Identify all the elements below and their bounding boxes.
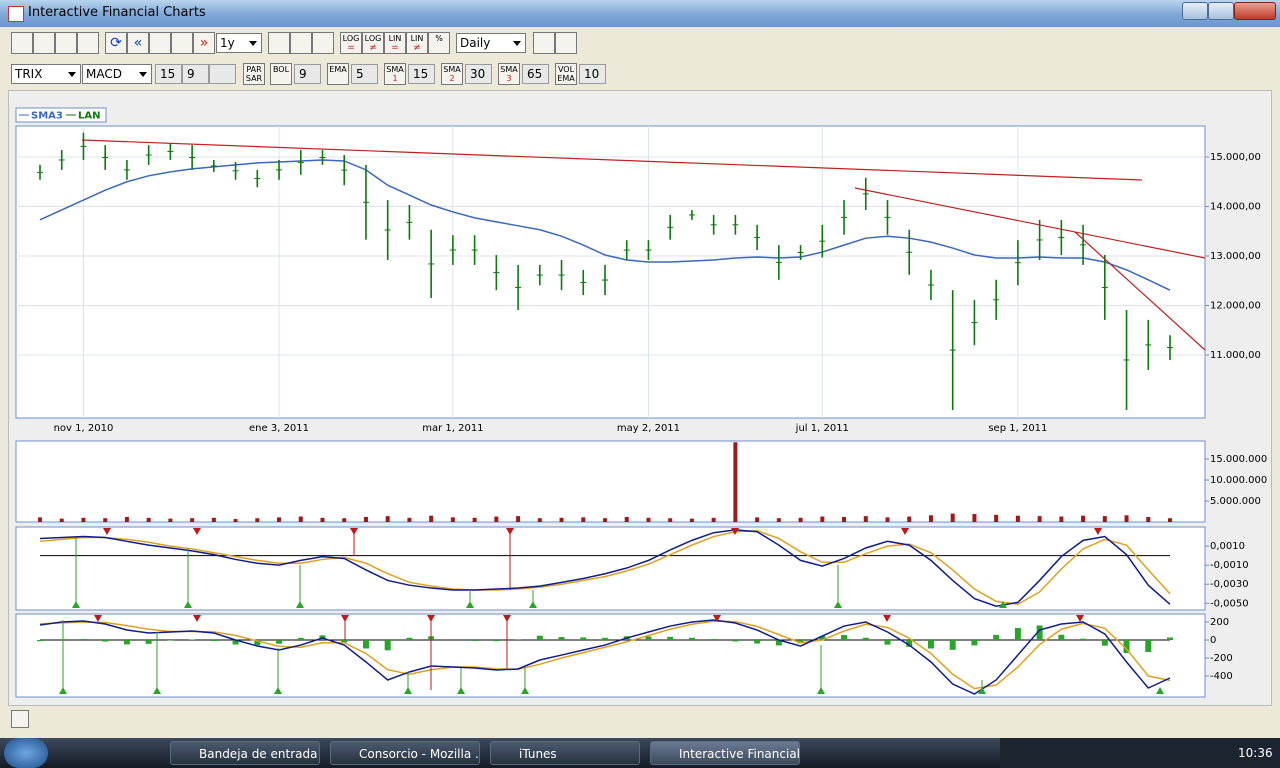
title-bar: Interactive Financial Charts xyxy=(0,0,1280,27)
oscillator-select[interactable]: TRIX xyxy=(11,64,81,84)
tool-button[interactable] xyxy=(268,32,290,54)
chart-panel xyxy=(8,90,1272,706)
button-label: LIN xyxy=(388,34,402,43)
param-field[interactable]: 9 xyxy=(182,64,209,84)
scale-button[interactable]: LIN = xyxy=(384,32,406,54)
indicator-button[interactable]: SMA 1 xyxy=(384,63,406,85)
button-label: 3 xyxy=(506,74,512,83)
button-mark: = xyxy=(347,43,355,53)
param-field[interactable]: 15 xyxy=(155,64,182,84)
tool-button[interactable] xyxy=(77,32,99,54)
tool-button[interactable]: » xyxy=(193,32,215,54)
tool-button[interactable] xyxy=(555,32,577,54)
indicator-button[interactable]: VOL EMA xyxy=(555,63,577,85)
tray xyxy=(1000,738,1280,768)
scale-button[interactable]: LIN ≠ xyxy=(406,32,428,54)
indicator-button[interactable]: BOL xyxy=(270,63,292,85)
start-button[interactable] xyxy=(4,738,48,768)
range-select[interactable]: 1y xyxy=(216,33,262,53)
tool-button[interactable] xyxy=(312,32,334,54)
button-label: PAR xyxy=(246,65,262,74)
param-field[interactable]: 15 xyxy=(408,64,435,84)
tool-button[interactable] xyxy=(11,32,33,54)
app-icon xyxy=(8,6,24,22)
indicator-button[interactable]: PAR SAR xyxy=(243,63,265,85)
taskbar: Bandeja de entrada ... Consorcio - Mozill… xyxy=(0,738,1280,768)
task-button[interactable]: Interactive Financial... xyxy=(650,741,800,765)
minimize-button[interactable] xyxy=(1182,2,1208,20)
param-field[interactable]: 5 xyxy=(351,64,378,84)
button-label: LIN xyxy=(410,34,424,43)
fit-button[interactable] xyxy=(11,710,29,728)
task-button[interactable]: Consorcio - Mozilla ... xyxy=(330,741,480,765)
indicator-button[interactable]: SMA 2 xyxy=(441,63,463,85)
param-field[interactable]: 10 xyxy=(579,64,606,84)
button-label: 1 xyxy=(392,74,398,83)
button-label: SMA xyxy=(500,65,518,74)
status-bar xyxy=(0,706,1280,736)
oscillator-select[interactable]: MACD xyxy=(82,64,152,84)
button-label: LOG xyxy=(364,34,382,43)
button-label: EMA xyxy=(329,65,347,74)
button-mark: ≠ xyxy=(413,43,421,53)
param-field[interactable] xyxy=(209,64,236,84)
tool-button[interactable] xyxy=(290,32,312,54)
tool-button[interactable] xyxy=(171,32,193,54)
indicator-button[interactable]: EMA xyxy=(327,63,349,85)
button-mark: = xyxy=(391,43,399,53)
tool-button[interactable]: ⟳ xyxy=(105,32,127,54)
indicator-button[interactable]: SMA 3 xyxy=(498,63,520,85)
param-field[interactable]: 65 xyxy=(522,64,549,84)
task-button[interactable]: iTunes xyxy=(490,741,640,765)
button-label: VOL xyxy=(557,65,575,74)
task-button[interactable]: Bandeja de entrada ... xyxy=(170,741,320,765)
button-label: BOL xyxy=(272,65,290,74)
scale-button[interactable]: LOG = xyxy=(340,32,362,54)
button-label: EMA xyxy=(557,74,575,83)
scale-button[interactable]: % xyxy=(428,32,450,54)
button-label: SMA xyxy=(386,65,404,74)
button-label: % xyxy=(435,34,443,43)
interval-select[interactable]: Daily xyxy=(456,33,526,53)
toolbar: ⟳ « » 1y LOG = LOG ≠ LIN = LIN ≠% Daily TRIX MA… xyxy=(0,28,1280,90)
scale-button[interactable]: LOG ≠ xyxy=(362,32,384,54)
param-field[interactable]: 9 xyxy=(294,64,321,84)
maximize-button[interactable] xyxy=(1208,2,1234,20)
tool-button[interactable] xyxy=(55,32,77,54)
tool-button[interactable] xyxy=(149,32,171,54)
button-mark: ≠ xyxy=(369,43,377,53)
tool-button[interactable] xyxy=(533,32,555,54)
clock: 10:36 xyxy=(1238,746,1273,760)
button-label: SAR xyxy=(245,74,263,83)
window-title: Interactive Financial Charts xyxy=(28,5,206,20)
param-field[interactable]: 30 xyxy=(465,64,492,84)
tool-button[interactable] xyxy=(33,32,55,54)
button-label: 2 xyxy=(449,74,455,83)
button-label: LOG xyxy=(342,34,360,43)
close-button[interactable] xyxy=(1234,2,1276,20)
tool-button[interactable]: « xyxy=(127,32,149,54)
button-label: SMA xyxy=(443,65,461,74)
